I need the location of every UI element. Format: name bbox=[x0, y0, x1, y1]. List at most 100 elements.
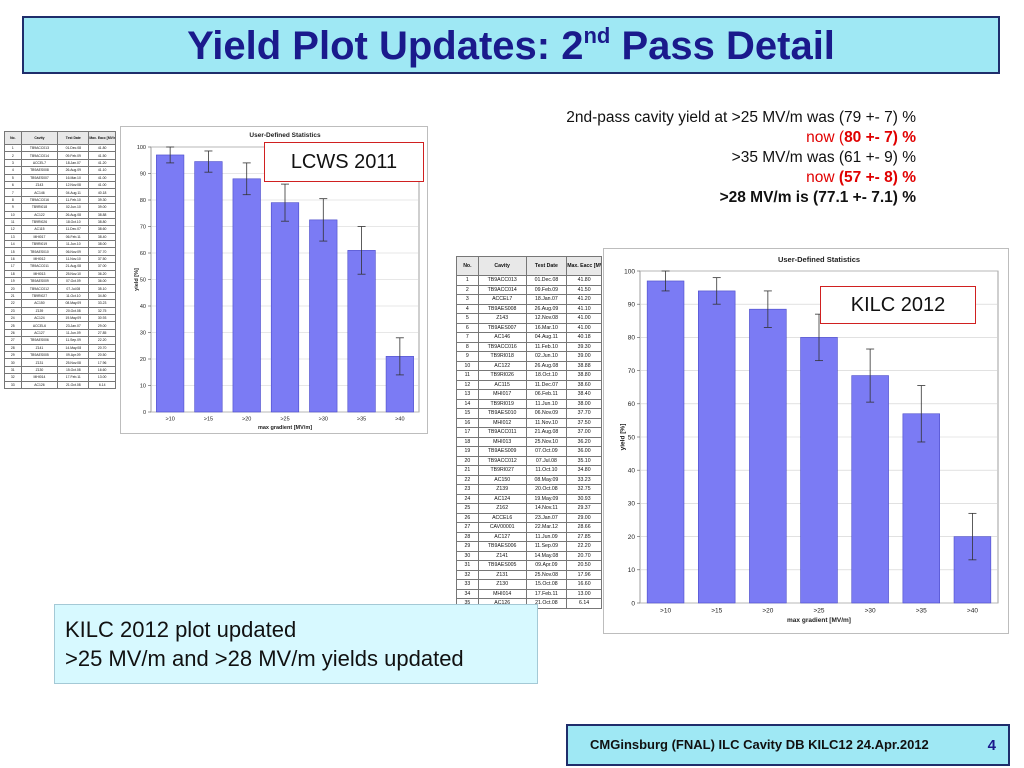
table-cell: 38.60 bbox=[566, 379, 602, 390]
table-cell: 39.00 bbox=[88, 203, 116, 212]
table-row: 35AC12621.Oct.086.14 bbox=[456, 598, 602, 609]
y-tick-label: 40 bbox=[140, 304, 146, 310]
table-cell: 13 bbox=[456, 389, 479, 400]
table-cell: 17.Feb.11 bbox=[57, 373, 90, 382]
table-row: 14 TB9RI019 11.Jun.10 38.00 bbox=[4, 240, 116, 249]
table-cell: ACCEL7 bbox=[477, 294, 527, 305]
update-note: KILC 2012 plot updated >25 MV/m and >28 … bbox=[54, 604, 538, 684]
table-row: 12 AC115 11.Dec.07 38.60 bbox=[4, 225, 116, 234]
table-cell: Z139 bbox=[20, 306, 59, 316]
x-tick-label: >40 bbox=[395, 417, 404, 423]
table-cell: 14 bbox=[456, 398, 479, 409]
table-row: 1 TB9ACC013 01.Dec.08 41.80 bbox=[456, 275, 602, 286]
table-cell: 13.00 bbox=[88, 373, 116, 382]
slide-title: Yield Plot Updates: 2nd Pass Detail bbox=[187, 23, 835, 68]
table-cell: TB9AES010 bbox=[20, 247, 59, 256]
table-cell: 32 bbox=[4, 373, 22, 382]
table-cell: TB9AES009 bbox=[20, 277, 59, 286]
page-number: 4 bbox=[987, 737, 996, 754]
table-cell: 20 bbox=[4, 284, 22, 293]
table-cell: TB9RI027 bbox=[20, 291, 59, 301]
table-cell: AC127 bbox=[477, 531, 527, 542]
table-row: 33 AC126 21.Oct.08 6.14 bbox=[4, 380, 116, 389]
y-tick-label: 90 bbox=[628, 301, 636, 308]
y-tick-label: 50 bbox=[628, 434, 636, 441]
table-row: 3 ACCEL7 18.Jan.07 41.20 bbox=[4, 158, 116, 168]
table-cell: 37.00 bbox=[566, 427, 602, 438]
table-cell: 07.Oct.09 bbox=[57, 277, 90, 286]
table-cell: 5 bbox=[4, 173, 22, 182]
table-cell: 07.Jul.08 bbox=[525, 455, 568, 466]
table-row: 9 TB9RI018 02.Jun.10 39.00 bbox=[456, 351, 602, 362]
table-cell: 25.Nov.10 bbox=[57, 269, 90, 279]
table-cell: 11.Dec.07 bbox=[525, 379, 568, 390]
table-cell: 04.Aug.11 bbox=[57, 188, 90, 197]
table-cell: 23.Jan.07 bbox=[525, 512, 568, 523]
table-cell: 20.Oct.08 bbox=[57, 306, 90, 316]
table-row: 21 TB9RI027 11.Oct.10 34.80 bbox=[4, 291, 116, 301]
bar bbox=[800, 337, 838, 604]
table-cell: 21 bbox=[456, 465, 479, 476]
table-row: 28 Z141 14.May.08 20.70 bbox=[4, 343, 116, 352]
y-tick-label: 40 bbox=[628, 467, 636, 474]
table-cell: 11.Nov.10 bbox=[57, 254, 90, 264]
table-cell: 12 bbox=[4, 225, 22, 234]
table-cell: 3 bbox=[456, 294, 479, 305]
table-cell: 02.Jun.10 bbox=[525, 351, 568, 362]
table-cell: 28 bbox=[456, 531, 479, 542]
table-row: 31 Z130 15.Oct.08 16.60 bbox=[4, 365, 116, 375]
table-cell: 24 bbox=[4, 313, 22, 323]
bar bbox=[309, 219, 338, 413]
table-cell: 30.93 bbox=[88, 313, 116, 323]
table-cell: 27 bbox=[456, 522, 479, 533]
bar bbox=[270, 202, 300, 413]
table-cell: 41.00 bbox=[88, 173, 116, 182]
table-row: 13 MHI017 06.Feb.11 38.40 bbox=[456, 389, 602, 400]
yield-line-4: now (57 +- 8) % bbox=[806, 169, 916, 186]
table-cell: 16.60 bbox=[566, 579, 602, 590]
x-tick-label: >10 bbox=[660, 608, 671, 615]
table-cell: 31 bbox=[4, 365, 22, 375]
table-cell: Z143 bbox=[20, 180, 59, 190]
title-superscript: nd bbox=[583, 23, 611, 48]
table-cell: 6.14 bbox=[566, 598, 602, 609]
table-cell: 16 bbox=[4, 254, 22, 264]
table-cell: 17.Feb.11 bbox=[525, 588, 568, 599]
table-cell: 35.10 bbox=[88, 284, 116, 293]
table-cell: 20.Oct.08 bbox=[525, 484, 568, 495]
table-row: 32 MHI014 17.Feb.11 13.00 bbox=[4, 373, 116, 382]
table-cell: 25.Nov.08 bbox=[57, 358, 90, 367]
y-tick-label: 90 bbox=[140, 171, 146, 177]
table-cell: 41.80 bbox=[88, 143, 116, 153]
table-cell: 08.May.09 bbox=[525, 474, 568, 485]
table-cell: 32.75 bbox=[88, 306, 116, 316]
table-row: 16 MHI012 11.Nov.10 37.50 bbox=[4, 254, 116, 264]
table-cell: TB9ACC014 bbox=[20, 151, 59, 160]
table-cell: TB9ACC013 bbox=[20, 143, 59, 153]
table-row: 13 MHI017 06.Feb.11 38.40 bbox=[4, 232, 116, 242]
table-cell: 16 bbox=[456, 417, 479, 428]
table-cell: MHI014 bbox=[477, 588, 527, 599]
table-cell: 9 bbox=[456, 351, 479, 362]
table-cell: 41.00 bbox=[566, 322, 602, 333]
table-row: 29 TB9AES006 11.Sep.09 22.20 bbox=[456, 541, 602, 552]
table-row: 21 TB9RI027 11.Oct.10 34.80 bbox=[456, 465, 602, 476]
table-cell: 8 bbox=[4, 195, 22, 205]
table-cell: 41.00 bbox=[566, 313, 602, 324]
table-cell: 4 bbox=[456, 303, 479, 314]
table-row: 27 TB9AES006 11.Sep.09 22.20 bbox=[4, 336, 116, 345]
table-cell: 20.50 bbox=[88, 350, 116, 360]
table-cell: 35.10 bbox=[566, 455, 602, 466]
table-cell: 08.May.09 bbox=[57, 299, 90, 308]
table-row: 30 Z131 25.Nov.08 17.96 bbox=[4, 358, 116, 367]
footer-bar: CMGinsburg (FNAL) ILC Cavity DB KILC12 2… bbox=[566, 724, 1010, 766]
table-cell: ACCEL6 bbox=[477, 512, 527, 523]
table-cell: 33.23 bbox=[88, 299, 116, 308]
table-cell: 38.80 bbox=[566, 370, 602, 381]
table-cell: 12 bbox=[456, 379, 479, 390]
y-tick-label: 0 bbox=[631, 600, 635, 607]
table-cell: 33.23 bbox=[566, 474, 602, 485]
table-cell: AC127 bbox=[20, 328, 59, 338]
table-cell: TB9ACC012 bbox=[477, 455, 527, 466]
